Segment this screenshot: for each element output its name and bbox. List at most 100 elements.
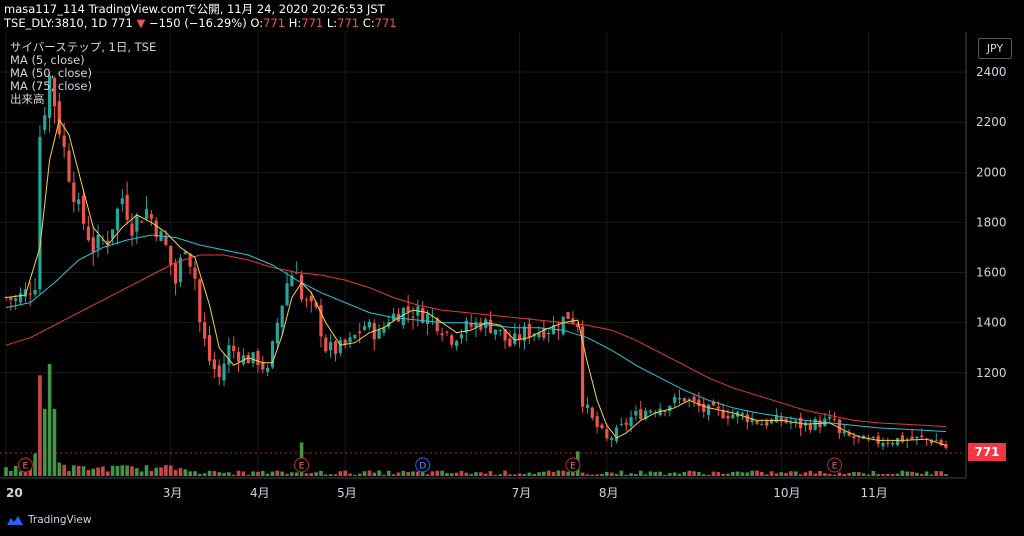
candle-body (837, 419, 842, 433)
candle-body (920, 435, 924, 438)
volume-bar (929, 474, 934, 476)
candle-body (251, 352, 255, 364)
high-value: 771 (301, 16, 324, 30)
volume-bar (42, 408, 47, 476)
legend-ma50[interactable]: MA (50, close) (10, 66, 92, 80)
volume-bar (542, 471, 546, 476)
candle-body (52, 77, 57, 107)
legend-volume[interactable]: 出来高 (10, 92, 45, 106)
candle-body (266, 367, 270, 372)
volume-bar (556, 470, 561, 476)
candle-body (440, 333, 444, 336)
candle-body (561, 316, 565, 335)
candle-body (275, 322, 279, 344)
candle-body (33, 289, 37, 295)
candle-body (178, 258, 183, 283)
price-change: −150 (−16.29%) (148, 16, 247, 30)
candle-body (910, 436, 914, 440)
volume-bar (561, 470, 566, 476)
event-marker-label: E (570, 462, 576, 472)
candle-body (106, 240, 110, 244)
volume-bar (827, 474, 832, 476)
ma50-line (5, 234, 947, 433)
open-value: 771 (263, 16, 286, 30)
legend-ma75[interactable]: MA (75, close) (10, 79, 92, 93)
y-tick-label: 1800 (976, 215, 1007, 229)
volume-bar (939, 471, 943, 476)
volume-bar (261, 470, 265, 476)
footer-brand[interactable]: TradingView (6, 514, 91, 526)
event-marker[interactable] (565, 457, 581, 473)
y-tick-label: 2400 (976, 65, 1007, 79)
candle-body (290, 275, 294, 287)
volume-bar (566, 471, 570, 476)
candle-body (135, 216, 139, 232)
volume-bar (241, 471, 246, 476)
volume-bar (285, 473, 289, 476)
volume-bar (23, 470, 28, 476)
candle-body (67, 150, 71, 182)
event-marker-label: E (832, 462, 838, 472)
event-marker[interactable] (17, 457, 33, 473)
open-label: O: (250, 16, 264, 30)
volume-bar (745, 472, 750, 476)
candle-body (314, 302, 318, 308)
candle-body (285, 283, 289, 306)
candle-body (682, 398, 686, 402)
candle-body (871, 436, 875, 439)
x-tick-label: 8月 (599, 486, 619, 500)
volume-bar (716, 472, 721, 476)
candle-body (445, 331, 449, 333)
candle-body (663, 410, 667, 412)
candle-body (324, 337, 328, 352)
candle-body (86, 226, 90, 241)
volume-bar (256, 471, 260, 476)
y-tick-label: 1400 (976, 316, 1007, 330)
symbol-title[interactable]: サイバーステップ, 1日, TSE (10, 40, 157, 54)
volume-bar (701, 474, 706, 476)
event-marker[interactable] (294, 457, 310, 473)
volume-bar (585, 474, 590, 476)
volume-bar (784, 472, 788, 476)
candle-body (232, 345, 236, 352)
candle-body (828, 416, 832, 419)
candle-body (789, 422, 793, 424)
candle-body (624, 422, 628, 425)
volume-bar (13, 465, 18, 476)
volume-bar (469, 474, 473, 476)
candle-body (595, 416, 599, 427)
volume-bar (866, 474, 871, 476)
volume-bar (309, 473, 314, 476)
y-tick-label: 1200 (976, 366, 1007, 380)
volume-bar (362, 471, 367, 476)
candle-body (246, 355, 250, 364)
volume-bar (236, 470, 241, 476)
volume-bar (139, 471, 144, 476)
volume-bar (338, 471, 343, 476)
candle-body (711, 401, 716, 406)
volume-bar (435, 470, 440, 476)
volume-bar (86, 469, 91, 476)
event-marker[interactable] (827, 457, 843, 473)
candle-body (130, 223, 134, 236)
candle-body (643, 410, 648, 420)
candle-body (455, 340, 459, 347)
candle-body (425, 313, 430, 325)
candle-body (367, 321, 372, 328)
event-marker[interactable] (415, 457, 431, 473)
currency-button[interactable]: JPY (978, 38, 1012, 59)
volume-bar (101, 466, 105, 476)
tradingview-logo-icon (7, 516, 23, 525)
y-tick-label: 2200 (976, 115, 1007, 129)
legend-ma5[interactable]: MA (5, close) (10, 53, 85, 67)
volume-bar (590, 474, 595, 476)
candle-body (566, 312, 570, 319)
candle-body (639, 409, 643, 419)
candle-body (474, 322, 478, 328)
candle-body (929, 440, 934, 444)
volume-bar (764, 474, 769, 476)
candle-body (605, 429, 609, 439)
candle-body (629, 417, 633, 427)
volume-bar (895, 473, 900, 476)
